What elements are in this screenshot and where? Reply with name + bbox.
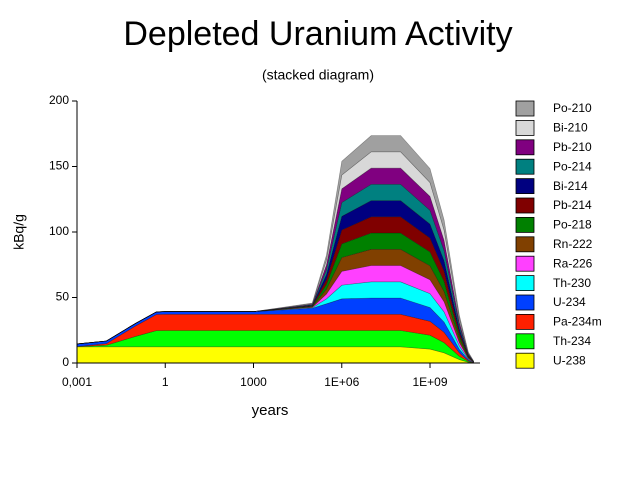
x-tick-label: 1000 (240, 375, 267, 389)
y-tick-label: 50 (56, 290, 70, 304)
x-tick-label: 1 (162, 375, 169, 389)
legend-swatch (515, 236, 535, 253)
legend-swatch (515, 313, 535, 330)
y-axis-label: kBq/g (11, 214, 27, 250)
area (76, 346, 474, 364)
legend-label: U-238 (553, 353, 586, 367)
legend-label: Rn-222 (553, 237, 593, 251)
x-tick-label: 1E+09 (412, 375, 447, 389)
legend-swatch (515, 120, 535, 136)
legend-swatch (515, 158, 535, 175)
legend-label: Po-218 (553, 218, 592, 232)
y-tick-label: 100 (49, 224, 69, 238)
legend-label: Th-230 (553, 276, 591, 290)
legend-label: Pb-210 (553, 140, 592, 154)
y-tick-label: 150 (49, 159, 69, 173)
y-tick-label: 200 (49, 93, 69, 107)
legend-swatch (515, 139, 535, 156)
legend-label: Pa-234m (553, 315, 602, 329)
y-tick-label: 0 (62, 355, 69, 369)
legend-swatch (515, 178, 535, 195)
legend-label: U-234 (553, 295, 586, 309)
area (76, 281, 474, 363)
legend-label: Th-234 (553, 334, 591, 348)
legend-swatch (515, 100, 535, 117)
legend-label: Bi-210 (553, 121, 588, 135)
legend-label: Bi-214 (553, 179, 588, 193)
chart-title: Depleted Uranium Activity (123, 15, 512, 53)
legend-swatch (515, 294, 535, 311)
area (76, 135, 474, 363)
chart-subtitle: (stacked diagram) (262, 67, 374, 83)
legend-label: Po-210 (553, 101, 592, 115)
legend-swatch (515, 216, 535, 233)
legend-swatch (515, 255, 535, 272)
x-axis-label: years (252, 402, 289, 419)
x-tick-label: 0,001 (62, 375, 92, 389)
legend-swatch (515, 197, 535, 214)
legend-swatch (515, 352, 535, 369)
x-tick-label: 1E+06 (324, 375, 359, 389)
legend-label: Pb-214 (553, 198, 592, 212)
legend-label: Ra-226 (553, 256, 593, 270)
legend-label: Po-214 (553, 159, 592, 173)
legend-swatch (515, 275, 535, 292)
legend-swatch (515, 333, 535, 350)
